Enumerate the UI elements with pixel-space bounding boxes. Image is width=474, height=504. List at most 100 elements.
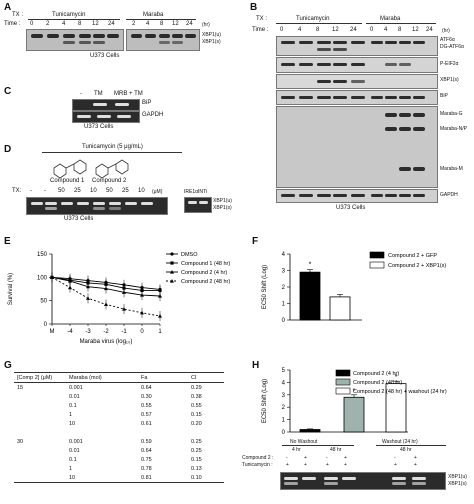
e-legend-label: Compound 2 (48 hr) <box>181 279 230 285</box>
b-label-xbp1s: XBP1(s) <box>440 77 459 83</box>
g-table-cell: 0.78 <box>141 465 152 472</box>
e-y-tick-label: 50 <box>40 299 47 305</box>
b-group2: Maraba <box>380 16 401 22</box>
e-legend-label: DMSO <box>181 252 198 258</box>
a-time: 24 <box>186 21 193 27</box>
g-header: Fa <box>138 372 188 383</box>
h-comp-sign: - <box>326 455 328 461</box>
d-ire-label: IRE1αINTi <box>184 189 207 195</box>
h-legend-label: Compound 2 (4 hr) <box>353 371 399 377</box>
b-time: 12 <box>412 27 419 33</box>
g-table-cell: 0.29 <box>191 384 202 391</box>
e-point <box>158 294 162 298</box>
chart-f: 0 1 2 3 4 EC50 Shift (Log) * Compound 2 + GFP Co… <box>262 251 446 324</box>
h-bar <box>385 383 407 433</box>
d-gel-ire <box>184 197 212 213</box>
e-legend-marker <box>170 270 174 274</box>
a-time: 4 <box>62 21 66 27</box>
d-compound1: Compound 1 <box>50 178 85 184</box>
g-table-cell: 0.001 <box>69 384 83 391</box>
e-point <box>122 307 126 311</box>
b-time-label: Time : <box>252 27 269 33</box>
g-table-cell <box>14 464 66 473</box>
b-time: 24 <box>350 27 357 33</box>
a-group1: Tunicamycin <box>52 12 86 18</box>
h-y-axis-label: EC50 Shift (Log) <box>262 379 268 423</box>
b-time: 12 <box>332 27 339 33</box>
h-y-tick-label: 0 <box>282 430 286 436</box>
g-table-cell <box>14 410 66 419</box>
f-legend-swatch <box>369 261 385 269</box>
e-point <box>104 302 108 306</box>
g-table-cell: 0.01 <box>69 393 80 400</box>
e-point <box>104 286 108 291</box>
panel-label-h: H <box>252 360 260 371</box>
c-lane: - <box>80 91 82 97</box>
f-y-tick-label: 1 <box>282 302 286 308</box>
g-table-cell: 1 <box>69 465 73 472</box>
g-table-row: 0.1 0.75 0.15 <box>14 455 224 464</box>
panel-label-e: E <box>4 236 11 247</box>
g-table-cell: 0.25 <box>191 447 202 454</box>
b-time: 4 <box>298 27 302 33</box>
b-time: 8 <box>316 27 320 33</box>
g-table-cell: 0.001 <box>69 438 83 445</box>
a-gel-2 <box>126 29 200 51</box>
d-compound1-structure <box>53 159 87 178</box>
e-point <box>68 279 72 283</box>
h-comp-sign: + <box>414 455 417 461</box>
b-label-bip: BiP <box>440 93 448 99</box>
a-time-label: Time : <box>4 21 21 27</box>
d-title-rule <box>42 152 182 153</box>
b-blot-gapdh <box>276 189 438 203</box>
g-table: [Comp 2] (μM) Maraba (moi) Fa CI 15 0.001… <box>14 372 224 483</box>
h-sub-48hr: 48 hr <box>330 447 342 453</box>
g-table-cell: 0.1 <box>69 456 77 463</box>
f-y-axis-label: EC50 Shift (Log) <box>262 265 268 309</box>
e-point <box>140 293 144 297</box>
h-tuni-sign: + <box>394 462 397 468</box>
d-lane: - <box>44 188 46 194</box>
e-y-tick-label: 0 <box>44 322 48 328</box>
e-x-tick-label: -2 <box>103 329 109 335</box>
g-table-cell <box>14 446 66 455</box>
h-sub-48hr-b: 48 hr <box>400 447 412 453</box>
g-table-cell: 1 <box>69 411 73 418</box>
f-y-tick-label: 0 <box>282 318 286 324</box>
b-label-peif2a: P-EIF2α <box>440 61 459 67</box>
b-blot-peif2a <box>276 57 438 73</box>
e-point <box>86 284 90 289</box>
b-blot-atf6 <box>276 36 438 56</box>
h-legend-label: Compound 2 (48 hr) <box>353 380 402 386</box>
g-table-cell: 0.13 <box>191 465 202 472</box>
f-y-tick-label: 2 <box>282 285 286 291</box>
h-tuni-sign: + <box>414 462 417 468</box>
h-gel <box>280 472 446 490</box>
g-table-cell: 0.59 <box>141 438 152 445</box>
b-time: 24 <box>426 27 433 33</box>
a-group2: Maraba <box>143 12 164 18</box>
h-row-tuni: Tunicamycin : <box>242 462 273 468</box>
a-time: 2 <box>132 21 136 27</box>
a-unit: (hr) <box>202 22 210 28</box>
g-table-cell: 30 <box>17 438 24 445</box>
chart-e: 0 50 100 150 M -4 -3 -2 -1 0 1 Maraba virus (log₁₀)… <box>8 252 230 345</box>
e-point <box>86 296 90 300</box>
d-band-xbp1s: XBP1(s) <box>213 205 232 211</box>
g-table-row: 0.01 0.64 0.25 <box>14 446 224 455</box>
h-y-tick-label: 3 <box>282 393 286 399</box>
g-table-cell <box>188 428 224 437</box>
h-tuni-sign: + <box>286 462 289 468</box>
h-comp-sign: - <box>394 455 396 461</box>
g-table-cell <box>66 428 138 437</box>
h-signs: - + - + - + + + + + + + <box>282 455 452 469</box>
b-label-dg-atf6: DG-ATF6α <box>440 44 464 50</box>
b-blot-maraba <box>276 106 438 188</box>
h-y-tick-label: 5 <box>282 368 286 374</box>
e-y-axis-label: Survival (%) <box>8 273 14 305</box>
panel-label-d: D <box>4 144 12 155</box>
d-tx-label: TX: <box>12 188 22 194</box>
c-gel-bip <box>72 99 140 111</box>
d-lane: - <box>30 188 32 194</box>
g-table-cell <box>14 419 66 428</box>
